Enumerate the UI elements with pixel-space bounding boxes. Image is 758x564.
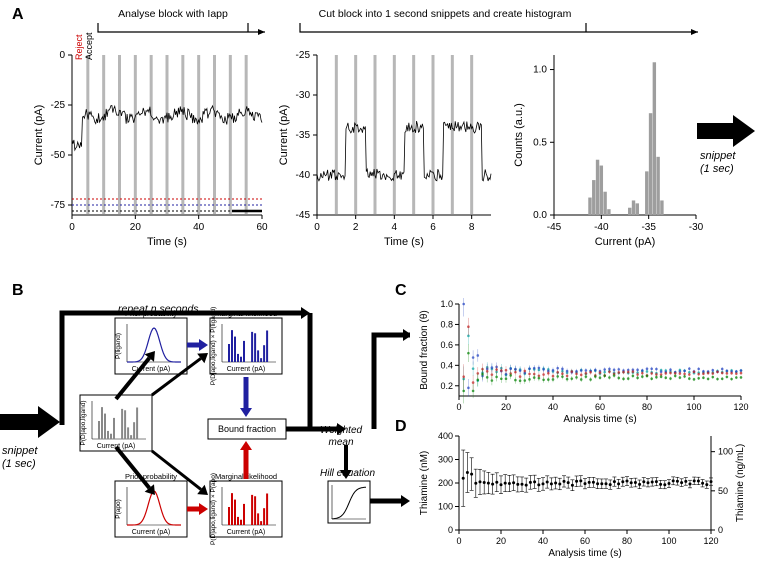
svg-text:-30: -30 (296, 90, 311, 101)
svg-text:0: 0 (69, 222, 75, 233)
svg-text:P(apo): P(apo) (115, 499, 122, 519)
svg-text:Current (pA): Current (pA) (33, 105, 45, 166)
svg-text:0.4: 0.4 (440, 360, 453, 370)
svg-text:20: 20 (130, 222, 142, 233)
svg-text:20: 20 (501, 402, 511, 412)
svg-text:Bound fraction (θ): Bound fraction (θ) (419, 310, 430, 390)
svg-text:8: 8 (469, 222, 475, 233)
svg-text:60: 60 (256, 222, 268, 233)
svg-text:80: 80 (642, 402, 652, 412)
hill-eq-label: Hill equation (320, 468, 375, 479)
snippet-label-right: snippet(1 sec) (700, 150, 735, 176)
svg-text:-35: -35 (641, 222, 656, 233)
svg-text:80: 80 (622, 536, 632, 546)
snippet-label-left: snippet(1 sec) (2, 445, 37, 471)
svg-text:0: 0 (448, 525, 453, 535)
svg-text:Time (s): Time (s) (384, 236, 424, 248)
svg-text:Current (pA): Current (pA) (278, 105, 290, 166)
svg-text:-45: -45 (547, 222, 562, 233)
svg-text:-35: -35 (296, 130, 311, 141)
svg-text:120: 120 (733, 402, 748, 412)
repeat-label: repeat n seconds (118, 303, 199, 315)
svg-text:100: 100 (686, 402, 701, 412)
svg-text:6: 6 (430, 222, 436, 233)
svg-text:60: 60 (595, 402, 605, 412)
svg-text:-50: -50 (51, 150, 66, 161)
svg-text:Current (pA): Current (pA) (227, 529, 266, 536)
accept-label: Accept (84, 32, 94, 60)
svg-text:-40: -40 (594, 222, 609, 233)
svg-text:P(ligand): P(ligand) (115, 333, 122, 359)
weighted-mean-box: Weightedmean (320, 425, 362, 448)
svg-text:Analysis time (s): Analysis time (s) (548, 548, 621, 558)
svg-text:300: 300 (438, 455, 453, 465)
svg-text:40: 40 (193, 222, 205, 233)
svg-text:Thiamine (ng/mL): Thiamine (ng/mL) (735, 444, 746, 522)
svg-text:0: 0 (314, 222, 320, 233)
svg-text:40: 40 (538, 536, 548, 546)
svg-text:P(D|apo,ligand) × P(apo): P(D|apo,ligand) × P(apo) (210, 473, 217, 545)
svg-text:Current (pA): Current (pA) (595, 236, 656, 248)
svg-text:0.5: 0.5 (533, 137, 547, 148)
svg-text:-25: -25 (296, 50, 311, 61)
svg-text:-30: -30 (689, 222, 703, 233)
svg-text:Time (s): Time (s) (147, 236, 187, 248)
svg-text:-40: -40 (296, 170, 311, 181)
svg-text:-25: -25 (51, 100, 66, 111)
svg-text:P(D|apo,ligand) × P(ligand): P(D|apo,ligand) × P(ligand) (210, 307, 217, 385)
svg-text:100: 100 (438, 502, 453, 512)
reject-label: Reject (74, 34, 84, 60)
svg-text:Counts (a.u.): Counts (a.u.) (513, 103, 525, 167)
svg-text:60: 60 (580, 536, 590, 546)
svg-text:Current (pA): Current (pA) (132, 529, 171, 536)
panel-a-chart1: 0 20 40 60 -75 -50 -25 0 Time (s) Current (pA) (30, 45, 270, 255)
panel-a-chart3: -45 -40 -35 -30 0.0 0.5 1.0 Current (pA) Counts … (508, 45, 703, 255)
svg-text:Prior probability: Prior probability (125, 472, 177, 481)
panel-a-chart2: 0 2 4 6 8 -45 -40 -35 -30 -25 Time (s) Current (pA) (275, 45, 500, 255)
svg-text:200: 200 (438, 478, 453, 488)
svg-text:Current (pA): Current (pA) (227, 366, 266, 373)
svg-text:0.8: 0.8 (440, 319, 453, 329)
svg-text:P(D|apo,ligand): P(D|apo,ligand) (80, 400, 87, 445)
svg-text:400: 400 (438, 431, 453, 441)
svg-text:0: 0 (456, 402, 461, 412)
svg-text:0: 0 (456, 536, 461, 546)
svg-text:50: 50 (718, 486, 728, 496)
svg-text:0.2: 0.2 (440, 381, 453, 391)
svg-text:0: 0 (59, 50, 65, 61)
svg-text:1.0: 1.0 (440, 299, 453, 309)
panel-c-chart: 0 20 40 60 80 100 120 0.2 0.4 0.6 0.8 1.0 Analysis t… (415, 298, 751, 424)
svg-text:100: 100 (661, 536, 676, 546)
panel-d-chart: 0204060801001200100200300400050100Analys… (415, 430, 751, 558)
svg-text:Thiamine (nM): Thiamine (nM) (419, 451, 430, 515)
svg-text:Bound fraction: Bound fraction (218, 424, 276, 434)
svg-text:0.0: 0.0 (533, 210, 547, 221)
svg-text:0: 0 (718, 525, 723, 535)
svg-text:120: 120 (703, 536, 718, 546)
svg-text:40: 40 (548, 402, 558, 412)
svg-text:-75: -75 (51, 200, 66, 211)
svg-text:20: 20 (496, 536, 506, 546)
svg-text:100: 100 (718, 447, 733, 457)
svg-text:4: 4 (392, 222, 398, 233)
svg-text:1.0: 1.0 (533, 65, 547, 76)
svg-text:0.6: 0.6 (440, 340, 453, 350)
svg-text:-45: -45 (296, 210, 311, 221)
svg-text:Analysis time (s): Analysis time (s) (563, 414, 636, 424)
svg-text:2: 2 (353, 222, 359, 233)
